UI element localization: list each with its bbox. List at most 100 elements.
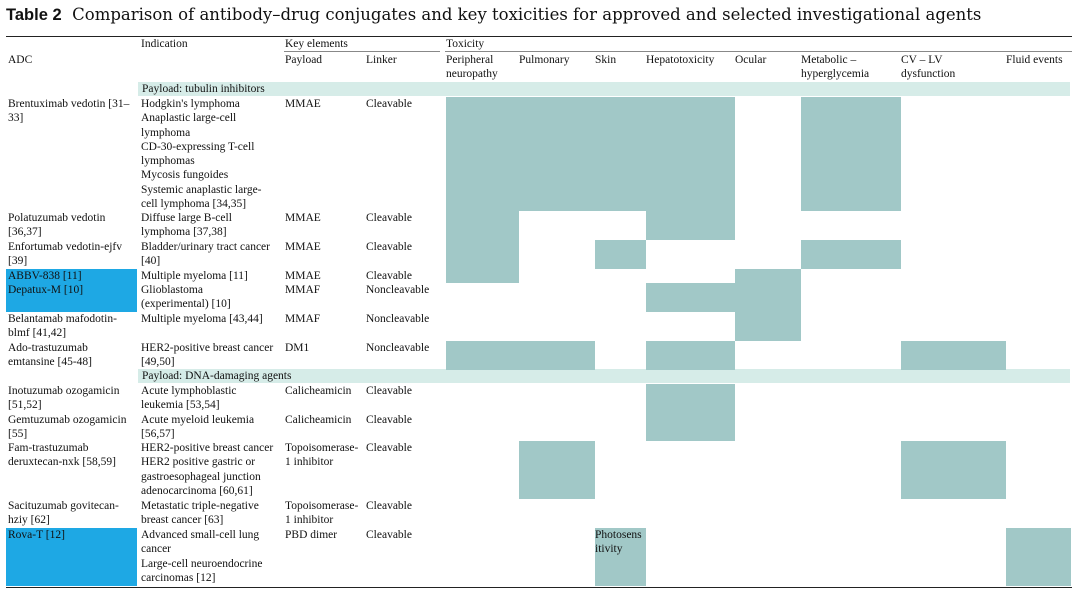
- cell-indication: Diffuse large B-cell lymphoma [37,38]: [141, 212, 232, 239]
- adc-highlight: [6, 528, 137, 586]
- toxicity-cell: [646, 384, 735, 413]
- cell-skin-note: Photosens itivity: [595, 529, 642, 556]
- cell-adc: Depatux-M [10]: [8, 284, 84, 296]
- group-rule-toxicity: [445, 51, 1072, 52]
- cell-adc: Belantamab mafodotin- blmf [41,42]: [8, 313, 117, 340]
- cell-linker: Noncleavable: [366, 313, 430, 325]
- header-toxicity-col: Hepatotoxicity: [646, 54, 715, 66]
- section-band: Payload: tubulin inhibitors: [138, 82, 1070, 96]
- cell-linker: Cleavable: [366, 500, 412, 512]
- cell-adc: Enfortumab vedotin-ejfv [39]: [8, 241, 123, 268]
- cell-linker: Cleavable: [366, 529, 412, 541]
- cell-adc: Brentuximab vedotin [31– 33]: [8, 98, 130, 125]
- cell-indication: HER2-positive breast cancer HER2 positiv…: [141, 442, 274, 497]
- cell-linker: Cleavable: [366, 270, 412, 282]
- cell-payload: Topoisomerase- 1 inhibitor: [285, 442, 359, 469]
- section-label: Payload: tubulin inhibitors: [142, 83, 265, 95]
- cell-adc: Gemtuzumab ozogamicin [55]: [8, 414, 127, 441]
- toxicity-cell: [519, 341, 595, 370]
- header-payload: Payload: [285, 54, 323, 66]
- toxicity-cell: [646, 97, 735, 211]
- toxicity-cell: [901, 341, 1006, 370]
- bottom-rule: [6, 587, 1072, 588]
- header-toxicity-col: Metabolic – hyperglycemia: [801, 54, 870, 81]
- cell-payload: MMAE: [285, 212, 321, 224]
- toxicity-cell: [446, 97, 519, 211]
- cell-indication: HER2-positive breast cancer [49,50]: [141, 342, 274, 369]
- toxicity-cell: [1006, 528, 1071, 586]
- cell-payload: Calicheamicin: [285, 385, 352, 397]
- cell-linker: Cleavable: [366, 212, 412, 224]
- toxicity-cell: [446, 240, 519, 269]
- table-label: Table 2: [6, 6, 62, 24]
- cell-payload: MMAF: [285, 313, 321, 325]
- cell-linker: Cleavable: [366, 442, 412, 454]
- cell-adc: ABBV-838 [11]: [8, 270, 82, 282]
- cell-indication: Glioblastoma (experimental) [10]: [141, 284, 231, 311]
- toxicity-cell: [801, 240, 901, 269]
- cell-adc: Rova-T [12]: [8, 529, 65, 541]
- section-label: Payload: DNA-damaging agents: [142, 370, 292, 382]
- toxicity-cell: [595, 240, 646, 269]
- toxicity-cell: [595, 97, 646, 211]
- toxicity-cell: [646, 413, 735, 441]
- table-caption: Comparison of antibody–drug conjugates a…: [72, 5, 982, 24]
- toxicity-cell: [735, 269, 801, 283]
- header-indication: Indication: [141, 38, 188, 50]
- header-toxicity-col: Skin: [595, 54, 617, 66]
- cell-payload: PBD dimer: [285, 529, 338, 541]
- cell-payload: Topoisomerase- 1 inhibitor: [285, 500, 359, 527]
- toxicity-cell: [646, 283, 735, 312]
- cell-adc: Ado-trastuzumab emtansine [45-48]: [8, 342, 92, 369]
- cell-indication: Multiple myeloma [43,44]: [141, 313, 263, 325]
- adc-highlight: [6, 269, 137, 283]
- header-adc: ADC: [8, 54, 33, 66]
- toxicity-cell: [901, 441, 1006, 499]
- cell-linker: Cleavable: [366, 385, 412, 397]
- toxicity-cell: [446, 211, 519, 240]
- cell-adc: Inotuzumab ozogamicin [51,52]: [8, 385, 120, 412]
- cell-payload: DM1: [285, 342, 310, 354]
- toxicity-cell: [446, 341, 519, 370]
- cell-payload: MMAE: [285, 241, 321, 253]
- cell-payload: MMAE: [285, 98, 321, 110]
- section-band: Payload: DNA-damaging agents: [138, 369, 1070, 383]
- cell-indication: Advanced small-cell lung cancer Large-ce…: [141, 529, 263, 584]
- top-rule: [6, 36, 1072, 37]
- cell-payload: MMAE: [285, 270, 321, 282]
- cell-indication: Metastatic triple-negative breast cancer…: [141, 500, 259, 527]
- cell-payload: MMAF: [285, 284, 321, 296]
- cell-linker: Cleavable: [366, 98, 412, 110]
- toxicity-cell: [735, 283, 801, 312]
- header-toxicity-col: Ocular: [735, 54, 767, 66]
- cell-adc: Polatuzumab vedotin [36,37]: [8, 212, 106, 239]
- cell-indication: Hodgkin's lymphoma Anaplastic large-cell…: [141, 98, 262, 211]
- toxicity-cell: [646, 211, 735, 240]
- cell-linker: Cleavable: [366, 241, 412, 253]
- cell-linker: Noncleavable: [366, 342, 430, 354]
- cell-indication: Acute lymphoblastic leukemia [53,54]: [141, 385, 237, 412]
- toxicity-cell: [801, 97, 901, 211]
- adc-highlight: [6, 283, 137, 312]
- toxicity-cell: [595, 528, 646, 586]
- cell-payload: Calicheamicin: [285, 414, 352, 426]
- header-linker: Linker: [366, 54, 397, 66]
- toxicity-cell: [446, 269, 519, 283]
- header-toxicity-col: Fluid events: [1006, 54, 1063, 66]
- toxicity-cell: [519, 97, 595, 211]
- toxicity-cell: [646, 341, 735, 370]
- table-title: Table 2 Comparison of antibody–drug conj…: [6, 5, 981, 25]
- cell-adc: Sacituzumab govitecan- hziy [62]: [8, 500, 119, 527]
- group-rule-key-elements: [284, 51, 440, 52]
- cell-indication: Acute myeloid leukemia [56,57]: [141, 414, 255, 441]
- header-toxicity-col: Peripheral neuropathy: [446, 54, 498, 81]
- toxicity-cell: [735, 312, 801, 341]
- cell-indication: Bladder/urinary tract cancer [40]: [141, 241, 270, 268]
- header-key-elements: Key elements: [285, 38, 348, 50]
- cell-indication: Multiple myeloma [11]: [141, 270, 248, 282]
- cell-adc: Fam-trastuzumab deruxtecan-nxk [58,59]: [8, 442, 116, 469]
- header-toxicity-col: Pulmonary: [519, 54, 570, 66]
- cell-linker: Noncleavable: [366, 284, 430, 296]
- header-toxicity-col: CV – LV dysfunction: [901, 54, 956, 81]
